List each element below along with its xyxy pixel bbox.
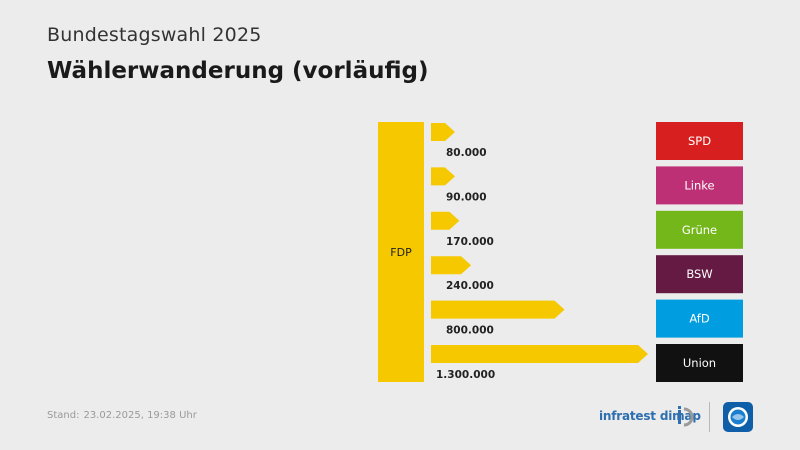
target-label: BSW xyxy=(686,267,712,281)
flow-arrow-spd xyxy=(431,123,455,141)
target-box-afd xyxy=(656,299,743,338)
target-box-bsw xyxy=(656,255,743,294)
flow-arrow-linke xyxy=(431,167,455,186)
flow-value-label: 170.000 xyxy=(446,236,494,248)
timestamp: Stand: 23.02.2025, 19:38 Uhr xyxy=(47,410,201,421)
source-label: FDP xyxy=(390,246,412,259)
target-label: SPD xyxy=(688,134,711,148)
infratest-dimap-icon xyxy=(678,406,694,427)
flow-value-label: 80.000 xyxy=(446,147,487,159)
tagesschau-logo-icon xyxy=(723,402,753,432)
flow-value-label: 240.000 xyxy=(446,280,494,292)
timestamp-value: 23.02.2025, 19:38 Uhr xyxy=(83,410,197,421)
page-supertitle: Bundestagswahl 2025 xyxy=(47,24,262,46)
target-box-linke xyxy=(656,166,743,205)
footer-divider xyxy=(709,402,710,432)
flow-arrow-union xyxy=(431,345,648,363)
target-label: Union xyxy=(683,356,716,370)
target-box-grüne xyxy=(656,210,743,249)
target-label: Linke xyxy=(684,178,714,192)
target-label: Grüne xyxy=(682,223,717,237)
timestamp-label: Stand: xyxy=(47,410,80,421)
target-box-spd xyxy=(656,122,743,160)
flow-arrow-grüne xyxy=(431,211,460,230)
flow-arrow-bsw xyxy=(431,256,472,275)
source-bar xyxy=(378,122,424,382)
flow-value-label: 800.000 xyxy=(446,325,494,337)
target-label: AfD xyxy=(689,312,710,326)
flow-value-label: 90.000 xyxy=(446,191,487,203)
page-title: Wählerwanderung (vorläufig) xyxy=(47,58,429,84)
target-box-union xyxy=(656,344,743,382)
infratest-dimap-logo: infratest dimap xyxy=(599,409,701,423)
flow-arrow-afd xyxy=(431,300,565,319)
flow-value-label: 1.300.000 xyxy=(436,369,495,381)
